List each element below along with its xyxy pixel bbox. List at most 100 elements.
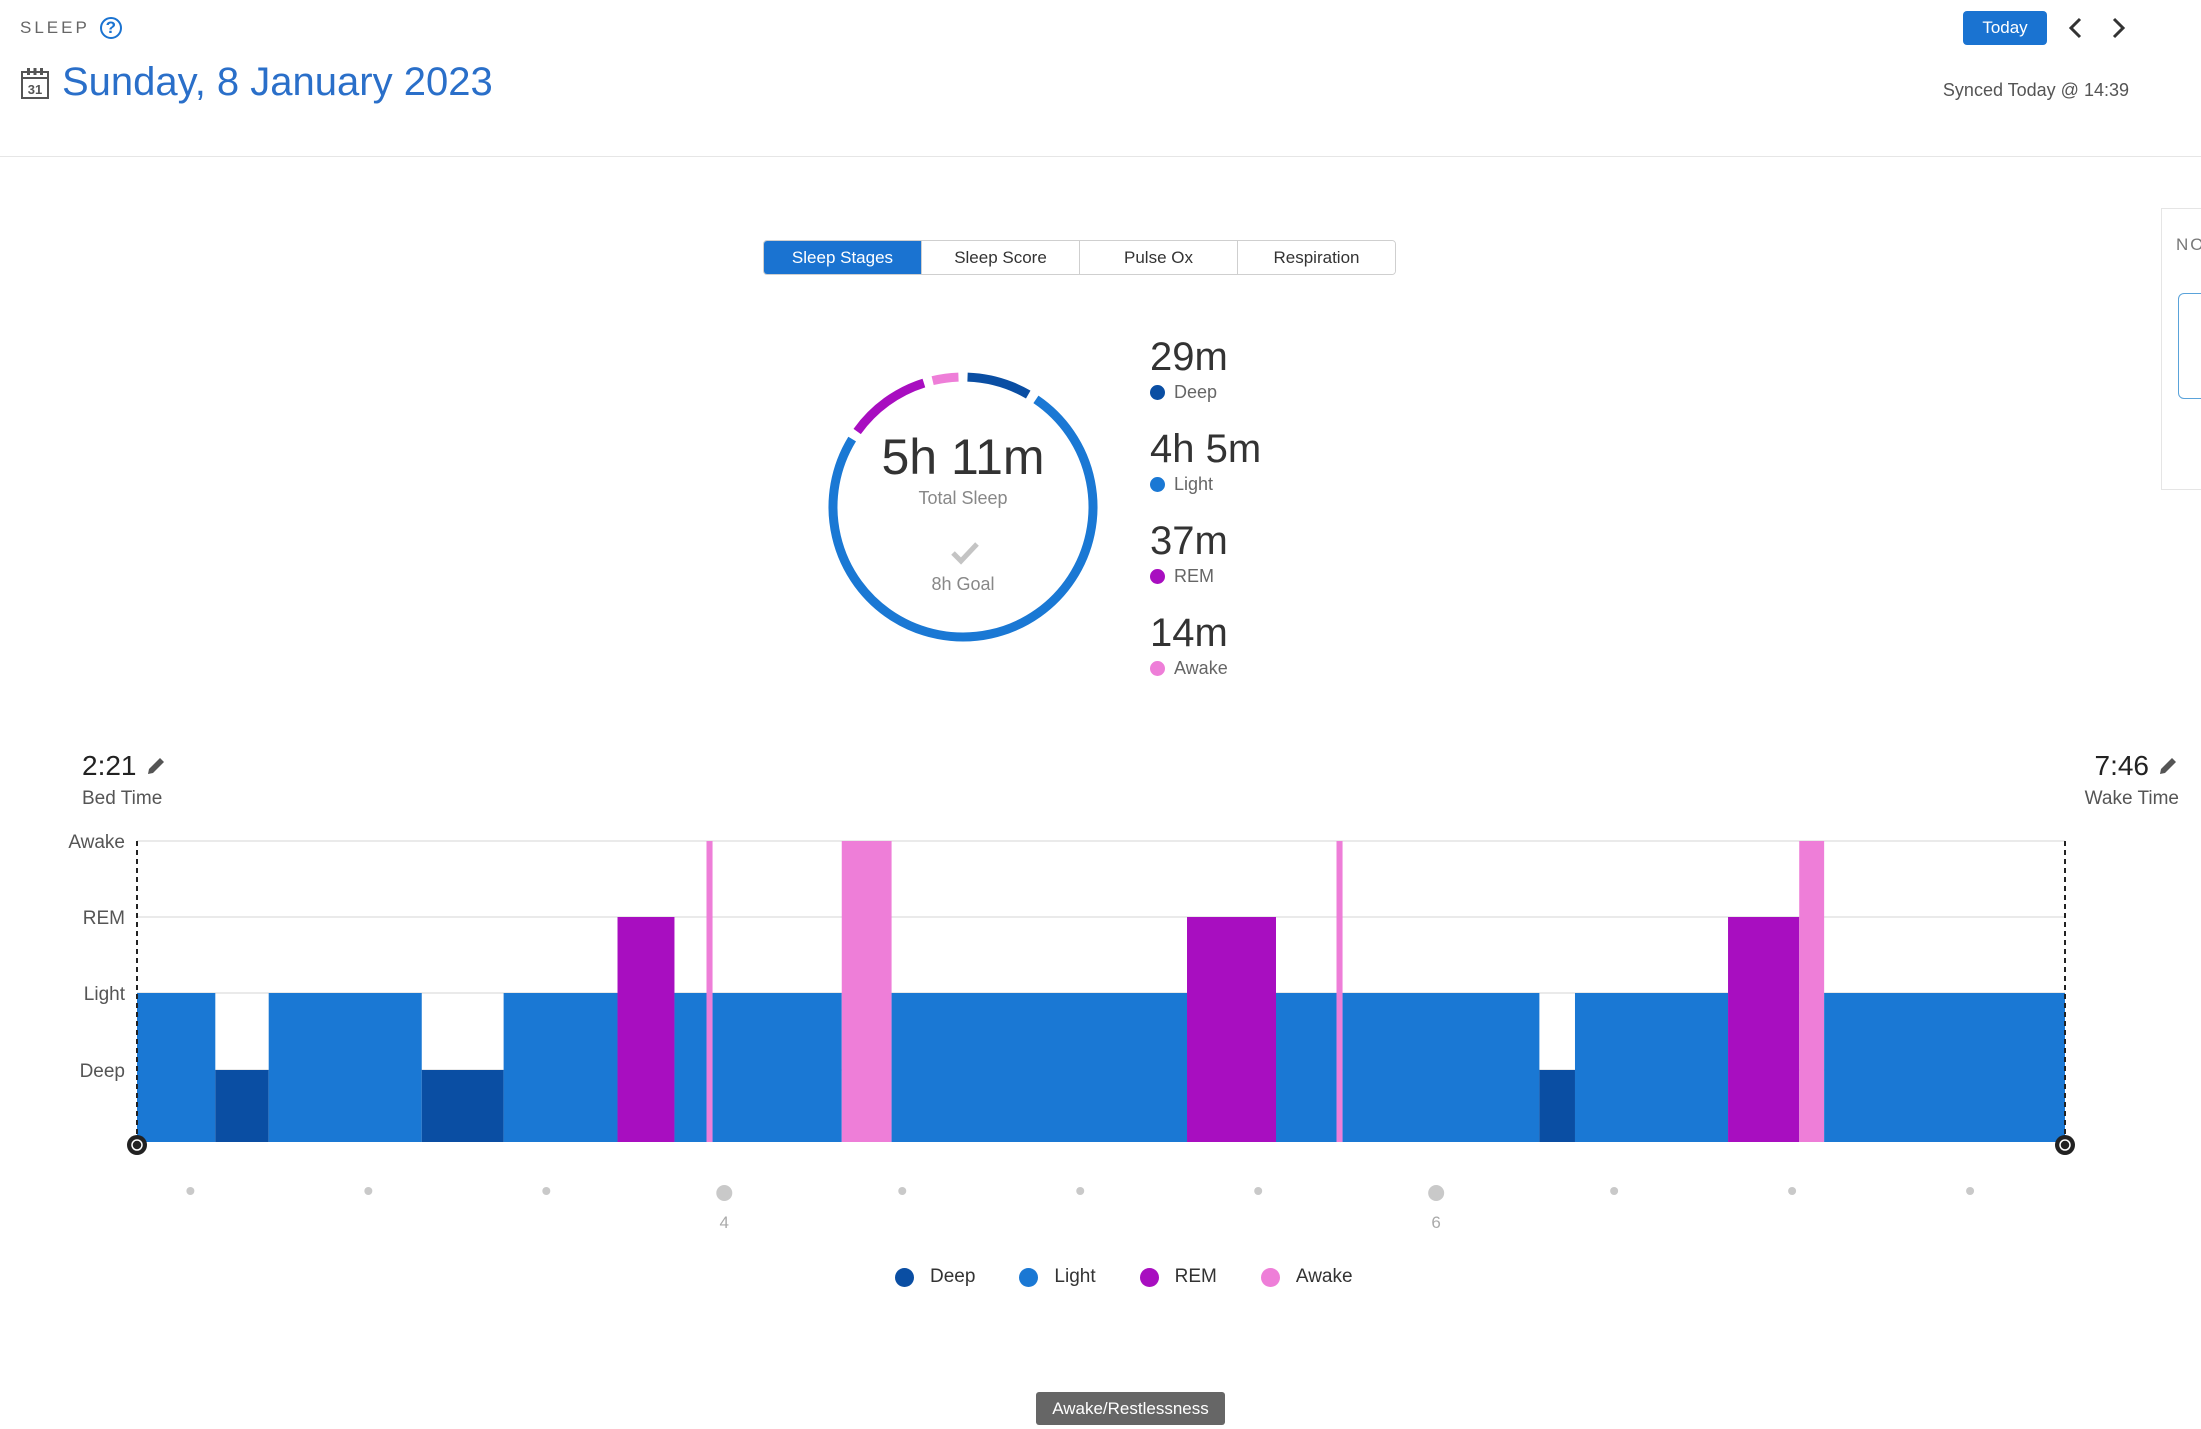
total-sleep-label: Total Sleep: [918, 488, 1008, 508]
stage-bar-light[interactable]: [1824, 993, 2065, 1142]
next-day-button[interactable]: [2103, 13, 2133, 43]
help-icon[interactable]: ?: [99, 17, 122, 39]
stage-bar-light[interactable]: [1342, 993, 1540, 1142]
legend-label: Awake: [1295, 1266, 1353, 1287]
stage-bar-light[interactable]: [268, 993, 422, 1142]
page-header: SLEEP ? 31 Sunday, 8 January 2023 Today …: [0, 0, 2201, 157]
stage-bar-rem[interactable]: [1187, 917, 1276, 1142]
sleep-start-icon: [127, 1135, 147, 1155]
stage-bar-light[interactable]: [674, 993, 707, 1142]
stat-name: Light: [1174, 474, 1214, 494]
edit-wake-time-icon[interactable]: [2157, 755, 2179, 777]
stage-bar-rem[interactable]: [617, 917, 675, 1142]
stat-light: 4h 5m Light: [1150, 426, 1261, 518]
today-button[interactable]: Today: [1963, 11, 2047, 45]
stage-bar-deep[interactable]: [215, 1070, 269, 1142]
legend-item-light[interactable]: Light: [1019, 1266, 1096, 1288]
notes-panel-label: NO: [2176, 235, 2201, 254]
level-label-deep: Deep: [80, 1061, 125, 1082]
calendar-icon[interactable]: 31: [20, 66, 50, 100]
time-tick: [1966, 1187, 1975, 1195]
time-tick: [1076, 1187, 1085, 1195]
notes-input[interactable]: [2178, 293, 2201, 399]
stat-value: 14m: [1150, 611, 1228, 655]
calendar-day: 31: [28, 82, 42, 97]
bed-time-label: Bed Time: [82, 788, 163, 809]
tab-sleep-stages[interactable]: Sleep Stages: [764, 241, 921, 274]
stat-value: 37m: [1150, 519, 1228, 563]
sync-status: Synced Today @ 14:39: [1942, 80, 2129, 100]
sleep-goal: 8h Goal: [931, 574, 995, 594]
stage-bar-awake[interactable]: [1799, 841, 1825, 1142]
tab-respiration[interactable]: Respiration: [1237, 241, 1395, 274]
stage-bar-awake[interactable]: [841, 841, 892, 1142]
light-dot-icon: [1150, 477, 1165, 492]
stage-bar-awake[interactable]: [706, 841, 713, 1142]
sleep-start-icon-inner: [131, 1139, 143, 1151]
date-title: 31 Sunday, 8 January 2023: [20, 60, 493, 105]
stage-bar-light[interactable]: [503, 993, 618, 1142]
time-tick: [716, 1185, 733, 1201]
legend-item-rem[interactable]: REM: [1139, 1266, 1217, 1288]
stage-bar-light[interactable]: [137, 993, 216, 1142]
stat-deep: 29m Deep: [1150, 334, 1261, 426]
total-sleep-value: 5h 11m: [881, 429, 1045, 485]
stat-value: 29m: [1150, 335, 1228, 379]
bed-time-value: 2:21: [82, 750, 137, 781]
date-text: Sunday, 8 January 2023: [62, 60, 493, 104]
legend-item-awake[interactable]: Awake: [1260, 1266, 1353, 1288]
stage-bar-deep[interactable]: [421, 1070, 504, 1142]
awake-dot-icon: [1150, 661, 1165, 676]
stat-name: REM: [1174, 566, 1214, 586]
time-tick-label: 4: [720, 1213, 729, 1232]
time-tick: [1428, 1185, 1445, 1201]
stat-label: REM: [1150, 566, 1261, 587]
stat-value: 4h 5m: [1150, 427, 1262, 471]
section-label: SLEEP ?: [20, 17, 122, 39]
donut-segment-light: [828, 395, 1098, 642]
edit-bed-time-icon[interactable]: [145, 755, 167, 777]
time-tick: [898, 1187, 907, 1195]
previous-day-button[interactable]: [2061, 13, 2091, 43]
stage-bar-light[interactable]: [1275, 993, 1337, 1142]
stage-bar-light[interactable]: [712, 993, 842, 1142]
legend-item-deep[interactable]: Deep: [895, 1266, 975, 1288]
sleep-donut-chart: [828, 372, 1098, 642]
deep-dot-icon: [1150, 385, 1165, 400]
awake-legend-icon: [1260, 1267, 1280, 1287]
chevron-right-icon: [2112, 17, 2126, 39]
stage-bar-light[interactable]: [1574, 993, 1729, 1142]
stage-bar-deep[interactable]: [1539, 1070, 1575, 1142]
stat-name: Awake: [1174, 658, 1228, 678]
check-icon: [951, 542, 979, 565]
wake-time-row: 7:46: [2085, 750, 2179, 782]
legend-label: REM: [1174, 1266, 1217, 1287]
chevron-left-icon: [2068, 17, 2082, 39]
chart-tabs: Sleep Stages Sleep Score Pulse Ox Respir…: [763, 240, 1396, 275]
stage-bar-rem[interactable]: [1728, 917, 1800, 1142]
time-tick: [186, 1187, 195, 1195]
sleep-stages-chart: Deep Light REM Awake 4 6: [68, 832, 2075, 1232]
time-tick: [1254, 1187, 1263, 1195]
deep-legend-icon: [895, 1267, 914, 1287]
stat-label: Deep: [1150, 382, 1261, 403]
bed-time-row: 2:21: [82, 750, 167, 782]
level-label-light: Light: [84, 984, 126, 1005]
stage-bar-awake[interactable]: [1336, 841, 1343, 1142]
legend-label: Deep: [930, 1266, 976, 1287]
stage-stats: 29m Deep 4h 5m Light 37m REM 14m Awake: [1150, 334, 1261, 702]
tab-sleep-score[interactable]: Sleep Score: [921, 241, 1079, 274]
stage-bar-light[interactable]: [891, 993, 1188, 1142]
wake-time: 7:46 Wake Time: [2085, 750, 2179, 810]
rem-dot-icon: [1150, 569, 1165, 584]
legend-label: Light: [1054, 1266, 1096, 1287]
donut-segment-deep: [967, 372, 1031, 399]
time-tick: [1610, 1187, 1619, 1195]
stat-name: Deep: [1174, 382, 1218, 402]
tab-pulse-ox[interactable]: Pulse Ox: [1079, 241, 1237, 274]
chart-tooltip: Awake/Restlessness: [1036, 1392, 1225, 1425]
stat-awake: 14m Awake: [1150, 610, 1261, 702]
rem-legend-icon: [1139, 1267, 1159, 1287]
bed-time: 2:21 Bed Time: [82, 750, 167, 810]
time-tick: [1788, 1187, 1797, 1195]
